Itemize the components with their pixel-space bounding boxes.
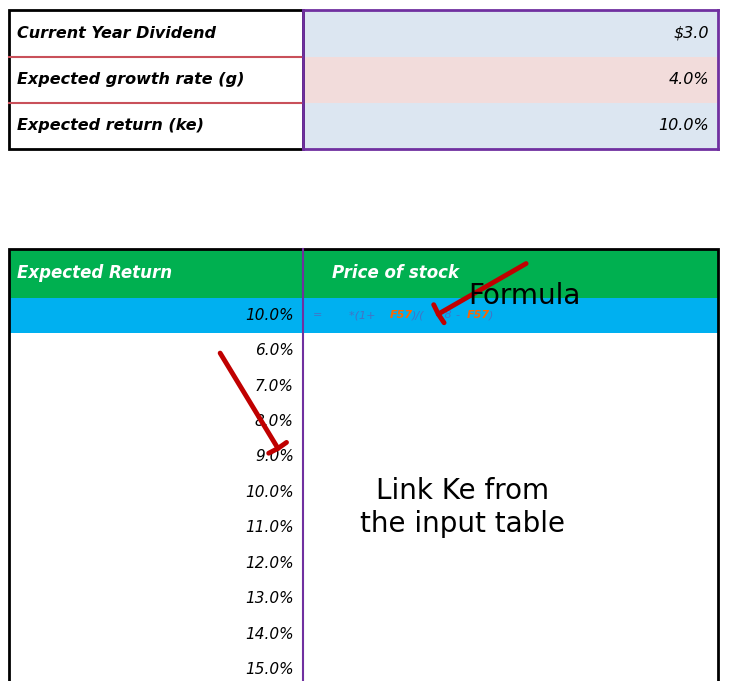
Bar xyxy=(9,439,718,475)
Bar xyxy=(9,10,303,57)
Bar xyxy=(9,103,303,149)
Text: Price of stock: Price of stock xyxy=(332,264,459,282)
Text: 11.0%: 11.0% xyxy=(245,520,294,535)
Text: *(1+: *(1+ xyxy=(335,311,376,320)
Bar xyxy=(9,368,718,404)
Text: Expected Return: Expected Return xyxy=(17,264,173,282)
Text: 10.0%: 10.0% xyxy=(245,485,294,500)
Bar xyxy=(9,475,718,510)
Text: 7.0%: 7.0% xyxy=(255,379,294,394)
Text: 10.0%: 10.0% xyxy=(245,308,294,323)
Text: 13.0%: 13.0% xyxy=(245,591,294,606)
Text: )/(: )/( xyxy=(412,311,424,320)
Text: 15.0%: 15.0% xyxy=(245,662,294,677)
Text: ): ) xyxy=(488,311,493,320)
Bar xyxy=(9,10,303,149)
Bar xyxy=(9,298,718,333)
Text: 10.0%: 10.0% xyxy=(658,118,709,133)
Text: 4.0%: 4.0% xyxy=(668,72,709,87)
Text: 14.0%: 14.0% xyxy=(245,627,294,642)
Bar xyxy=(9,616,718,652)
Text: Formula: Formula xyxy=(469,282,581,311)
Text: -: - xyxy=(456,311,459,320)
Text: Expected return (ke): Expected return (ke) xyxy=(17,118,205,133)
Text: 12.0%: 12.0% xyxy=(245,556,294,571)
Text: =: = xyxy=(313,311,333,320)
Bar xyxy=(303,57,718,103)
Bar xyxy=(303,10,718,57)
Text: F57: F57 xyxy=(390,311,413,320)
Bar xyxy=(303,103,718,149)
Bar xyxy=(9,57,303,103)
Text: 6.0%: 6.0% xyxy=(255,343,294,358)
Bar xyxy=(9,545,718,581)
Bar xyxy=(9,404,718,439)
Bar xyxy=(9,510,718,545)
Text: F57: F57 xyxy=(467,311,490,320)
Text: 9.0%: 9.0% xyxy=(255,449,294,464)
Text: Current Year Dividend: Current Year Dividend xyxy=(17,26,217,41)
Text: 8.0%: 8.0% xyxy=(255,414,294,429)
Text: Link Ke from
the input table: Link Ke from the input table xyxy=(360,477,566,537)
Bar xyxy=(9,249,718,298)
Text: 8: 8 xyxy=(434,311,451,320)
Bar xyxy=(9,333,718,368)
Bar xyxy=(9,249,718,681)
Bar xyxy=(9,652,718,681)
Text: $3.0: $3.0 xyxy=(674,26,709,41)
Text: Expected growth rate (g): Expected growth rate (g) xyxy=(17,72,245,87)
Bar xyxy=(9,581,718,616)
